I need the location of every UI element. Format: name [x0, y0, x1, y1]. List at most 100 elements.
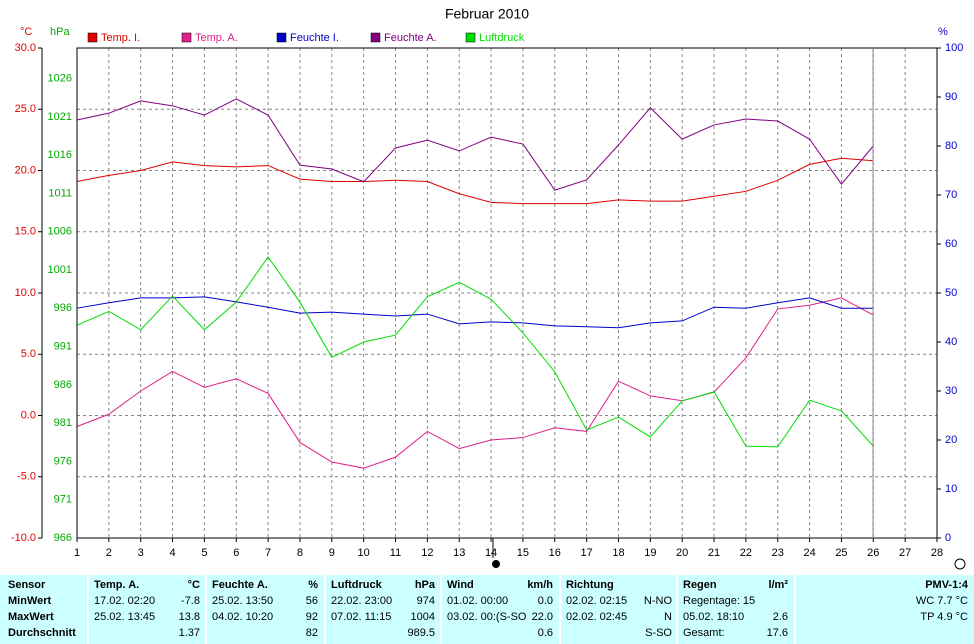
column-unit: %: [308, 579, 318, 591]
x-tick-label: 25: [835, 547, 847, 559]
x-tick-label: 24: [803, 547, 815, 559]
x-tick-label: 8: [297, 547, 303, 559]
y3-tick-label: 1001: [48, 264, 72, 276]
x-tick-label: 14: [485, 547, 497, 559]
cell-value: 0.0: [538, 595, 553, 607]
x-tick-label: 23: [772, 547, 784, 559]
row-label: MinWert: [8, 595, 52, 607]
y3-tick-label: 1006: [48, 226, 72, 238]
cell-text: Gesamt:: [683, 627, 725, 639]
y2-tick-label: 60: [945, 238, 957, 250]
x-tick-label: 28: [931, 547, 943, 559]
column-unit: km/h: [527, 579, 553, 591]
y3-tick-label: 986: [54, 379, 72, 391]
y2-tick-label: 10: [945, 483, 957, 495]
x-tick-label: 15: [517, 547, 529, 559]
cell-value: 22.0: [532, 611, 553, 623]
legend-label: Temp. A.: [195, 32, 238, 44]
y-tick-label: 5.0: [21, 348, 36, 360]
legend-swatch: [87, 32, 98, 43]
cell-value: 1004: [411, 611, 435, 623]
y-tick-label: 15.0: [15, 226, 36, 238]
x-tick-label: 2: [106, 547, 112, 559]
legend-swatch: [276, 32, 287, 43]
cell-value: N: [664, 611, 672, 623]
series-line: [76, 98, 874, 191]
cell-value: 1.37: [179, 627, 200, 639]
y2-axis-unit: %: [938, 26, 948, 38]
x-tick-label: 13: [453, 547, 465, 559]
x-tick-label: 19: [644, 547, 656, 559]
y-tick-label: 30.0: [15, 42, 36, 54]
y-tick-label: -5.0: [17, 471, 36, 483]
column-unit: °C: [188, 579, 200, 591]
series-line: [76, 297, 874, 469]
y2-tick-label: 40: [945, 336, 957, 348]
y2-tick-label: 80: [945, 140, 957, 152]
chart-title: Februar 2010: [445, 6, 529, 22]
x-tick-label: 22: [740, 547, 752, 559]
column-header: Feuchte A.: [212, 579, 268, 591]
x-tick-label: 7: [265, 547, 271, 559]
plot-frame: [76, 47, 938, 539]
cell-text: 17.02. 02:20: [94, 595, 155, 607]
column-unit: l/m²: [768, 579, 788, 591]
column-header: Temp. A.: [94, 579, 139, 591]
cell-value: 56: [306, 595, 318, 607]
cell-value: 82: [306, 627, 318, 639]
y3-tick-label: 981: [54, 417, 72, 429]
cell-value: S-SO: [645, 627, 672, 639]
y3-tick-label: 1021: [48, 111, 72, 123]
plot: -10.0-5.00.05.010.015.020.025.030.096697…: [11, 42, 963, 559]
x-tick-label: 12: [421, 547, 433, 559]
cell-value: 974: [417, 595, 435, 607]
x-tick-label: 4: [169, 547, 175, 559]
y3-tick-label: 971: [54, 494, 72, 506]
legend-swatch: [370, 32, 381, 43]
cell-text: 25.02. 13:45: [94, 611, 155, 623]
y2-tick-label: 50: [945, 287, 957, 299]
y3-tick-label: 1026: [48, 73, 72, 85]
y3-tick-label: 1011: [48, 187, 72, 199]
y-tick-label: 0.0: [21, 409, 36, 421]
y-tick-label: 10.0: [15, 287, 36, 299]
cell-value: 92: [306, 611, 318, 623]
y3-tick-label: 991: [54, 341, 72, 353]
cell-text: Regentage: 15: [683, 595, 755, 607]
cell-text: 02.02. 02:15: [566, 595, 627, 607]
y2-tick-label: 20: [945, 434, 957, 446]
column-unit: PMV-1:4: [925, 579, 969, 591]
x-tick-label: 17: [581, 547, 593, 559]
legend-swatch: [465, 32, 476, 43]
y3-tick-label: 966: [54, 532, 72, 544]
y-tick-label: -10.0: [11, 532, 36, 544]
y3-tick-label: 976: [54, 455, 72, 467]
series-line: [76, 296, 874, 329]
y3-tick-label: 996: [54, 302, 72, 314]
cell-value: TP 4.9 °C: [920, 611, 968, 623]
row-label: Durchschnitt: [8, 627, 76, 639]
cell-value: 989.5: [407, 627, 435, 639]
x-tick-label: 11: [390, 547, 401, 559]
x-tick-label: 20: [676, 547, 688, 559]
series-line: [76, 256, 874, 448]
cell-value: 17.6: [767, 627, 788, 639]
x-tick-label: 9: [329, 547, 335, 559]
cell-value: -7.8: [181, 595, 200, 607]
row-label: MaxWert: [8, 611, 54, 623]
legend-label: Feuchte A.: [384, 32, 437, 44]
cell-text: 02.02. 02:45: [566, 611, 627, 623]
x-tick-label: 26: [867, 547, 879, 559]
cell-value: WC 7.7 °C: [916, 595, 968, 607]
cell-text: 22.02. 23:00: [331, 595, 392, 607]
y2-tick-label: 90: [945, 91, 957, 103]
x-tick-label: 18: [612, 547, 624, 559]
cell-text: 05.02. 18:10: [683, 611, 744, 623]
legend-label: Luftdruck: [479, 32, 525, 44]
x-tick-label: 16: [549, 547, 561, 559]
stats-panel: [0, 575, 974, 644]
x-tick-label: 21: [708, 547, 720, 559]
y3-axis-unit: hPa: [50, 26, 70, 38]
y2-tick-label: 70: [945, 189, 957, 201]
